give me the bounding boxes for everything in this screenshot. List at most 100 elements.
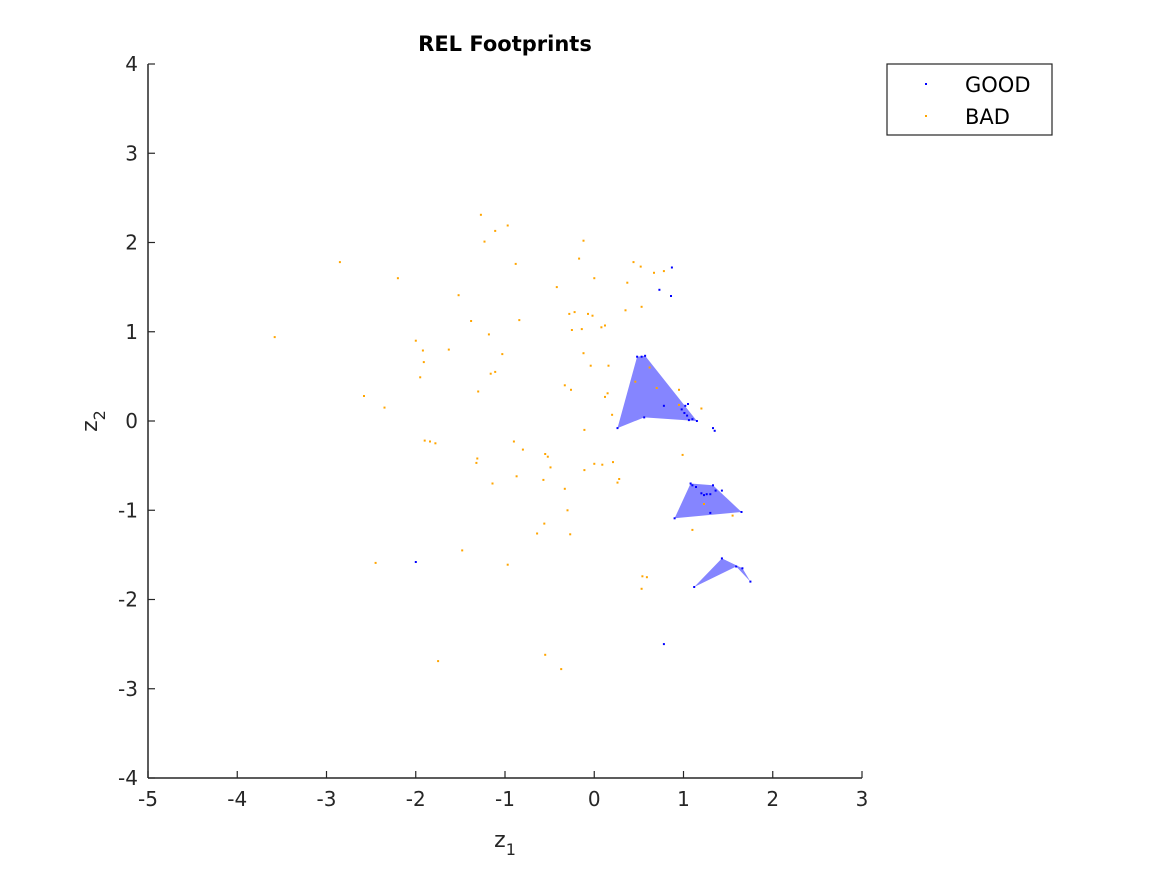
x-ticks: -5 -4 -3 -2 -1 0 1 2 3: [138, 771, 868, 811]
point-bad-52: [383, 406, 386, 409]
legend-bad-label: BAD: [965, 105, 1010, 129]
point-bad-79: [731, 514, 734, 517]
point-good-35: [749, 580, 752, 583]
point-bad-71: [583, 469, 586, 472]
point-bad-15: [396, 277, 399, 280]
legend-box: [886, 63, 1053, 136]
points-layer: [273, 213, 752, 671]
point-bad-39: [648, 366, 651, 369]
point-good-13: [695, 420, 698, 422]
point-good-4: [640, 355, 643, 358]
point-bad-80: [566, 509, 569, 512]
point-bad-8: [632, 261, 635, 264]
point-bad-7: [578, 257, 581, 260]
point-bad-19: [568, 312, 571, 315]
y-tick-label: 4: [125, 52, 138, 76]
point-good-29: [709, 511, 712, 514]
point-bad-44: [634, 380, 637, 383]
point-bad-46: [678, 388, 680, 391]
y-tick-label: -4: [118, 766, 138, 790]
point-bad-29: [570, 329, 573, 331]
x-tick-label: -1: [495, 787, 515, 811]
point-bad-59: [434, 442, 437, 445]
point-good-38: [662, 643, 665, 646]
y-tick-label: 1: [125, 320, 138, 344]
point-good-16: [616, 427, 619, 430]
point-bad-24: [604, 324, 606, 327]
point-bad-85: [461, 549, 464, 552]
point-bad-45: [655, 387, 658, 389]
point-bad-78: [703, 503, 705, 505]
point-bad-42: [419, 376, 422, 379]
point-bad-77: [563, 487, 566, 490]
point-bad-48: [477, 390, 480, 393]
point-bad-20: [573, 311, 576, 314]
point-bad-17: [470, 320, 473, 322]
point-bad-27: [273, 336, 276, 339]
legend-good-label: GOOD: [965, 73, 1031, 97]
axes-background: [148, 64, 862, 778]
point-bad-12: [593, 277, 596, 280]
point-bad-36: [582, 352, 585, 355]
x-tick-label: -3: [317, 787, 337, 811]
point-good-10: [683, 412, 686, 414]
point-bad-25: [624, 309, 627, 312]
point-bad-69: [612, 461, 614, 464]
point-bad-56: [583, 428, 586, 431]
point-good-27: [714, 489, 717, 492]
point-bad-30: [580, 328, 583, 331]
point-bad-38: [607, 364, 610, 367]
point-bad-33: [421, 349, 424, 352]
point-good-7: [680, 408, 683, 411]
point-good-0: [670, 266, 673, 269]
point-bad-32: [447, 348, 450, 351]
point-bad-4: [582, 239, 585, 242]
point-bad-47: [363, 395, 365, 397]
point-bad-2: [506, 224, 509, 227]
point-good-17: [712, 427, 714, 430]
point-bad-53: [611, 413, 614, 416]
point-bad-67: [593, 462, 596, 465]
point-good-5: [644, 354, 647, 357]
legend-bad-marker: [925, 115, 927, 117]
point-bad-84: [691, 528, 694, 531]
point-bad-68: [601, 463, 604, 466]
point-bad-61: [521, 448, 524, 451]
point-good-12: [691, 418, 694, 421]
point-bad-13: [626, 281, 629, 284]
point-good-14: [687, 419, 690, 422]
point-bad-81: [543, 522, 546, 525]
y-axis-label-group: z2: [78, 410, 109, 432]
point-good-21: [695, 486, 697, 488]
point-bad-50: [604, 395, 606, 398]
point-bad-64: [476, 457, 479, 460]
point-bad-9: [639, 265, 642, 268]
point-bad-21: [587, 312, 589, 315]
x-axis-label-main: z: [494, 828, 506, 853]
point-bad-43: [563, 384, 566, 387]
point-good-22: [700, 492, 703, 495]
point-bad-1: [494, 229, 497, 232]
point-bad-23: [600, 326, 603, 329]
point-good-36: [693, 586, 696, 588]
point-good-20: [691, 484, 694, 487]
y-ticks: -4 -3 -2 -1 0 1 2 3 4: [118, 52, 155, 790]
point-bad-18: [518, 319, 521, 322]
x-axis-label-sub: 1: [506, 840, 516, 859]
point-bad-54: [678, 403, 680, 406]
point-good-3: [636, 355, 639, 358]
y-tick-label: 2: [125, 231, 138, 255]
point-bad-40: [489, 372, 492, 375]
point-good-31: [673, 517, 676, 520]
point-bad-66: [549, 466, 552, 469]
point-good-18: [713, 429, 716, 432]
point-good-19: [689, 482, 692, 485]
point-good-37: [414, 561, 417, 563]
point-bad-10: [653, 271, 655, 274]
x-axis-label: z1: [494, 828, 516, 859]
legend-good-marker: [925, 83, 927, 85]
point-bad-72: [515, 475, 518, 478]
x-tick-label: -5: [138, 787, 158, 811]
point-bad-75: [616, 481, 619, 484]
